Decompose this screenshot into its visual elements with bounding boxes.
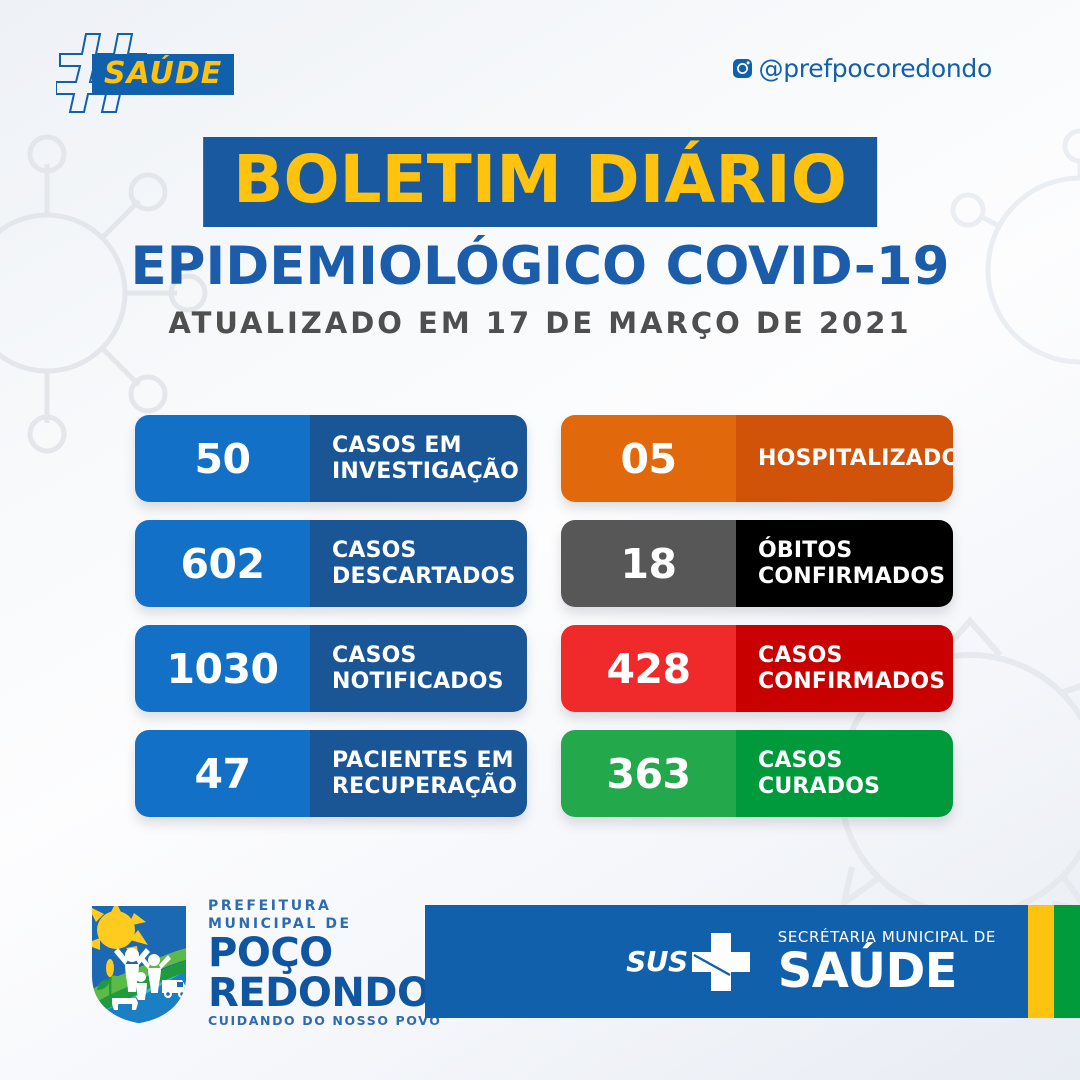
stat-label: HOSPITALIZADOS bbox=[736, 415, 953, 502]
stat-value: 47 bbox=[135, 730, 310, 817]
secretaria-big-label: SAÚDE bbox=[777, 943, 958, 999]
stat-card: 602 CASOS DESCARTADOS bbox=[135, 520, 527, 607]
stat-value: 1030 bbox=[135, 625, 310, 712]
seal-prefeitura-label: PREFEITURA MUNICIPAL DE bbox=[208, 898, 352, 932]
stat-row: 50 CASOS EM INVESTIGAÇÃO 05 HOSPITALIZAD… bbox=[135, 415, 953, 502]
social-handle[interactable]: @prefpocoredondo bbox=[732, 54, 992, 83]
hashtag-logo-label: SAÚDE bbox=[92, 54, 235, 95]
page-title: BOLETIM DIÁRIO bbox=[233, 141, 847, 218]
health-department-bar: SUS SECRÉTARIA MUNICIPAL DE SAÚDE bbox=[425, 905, 1080, 1018]
stat-card: 428 CASOS CONFIRMADOS bbox=[561, 625, 953, 712]
stat-label: ÓBITOS CONFIRMADOS bbox=[736, 520, 953, 607]
stat-card: 1030 CASOS NOTIFICADOS bbox=[135, 625, 527, 712]
stat-value: 50 bbox=[135, 415, 310, 502]
stat-value: 428 bbox=[561, 625, 736, 712]
seal-slogan: CUIDANDO DO NOSSO POVO bbox=[208, 1012, 442, 1028]
stat-card: 50 CASOS EM INVESTIGAÇÃO bbox=[135, 415, 527, 502]
stat-label: CASOS EM INVESTIGAÇÃO bbox=[310, 415, 527, 502]
secretaria-small-label: SECRÉTARIA MUNICIPAL DE bbox=[777, 928, 996, 946]
stat-value: 602 bbox=[135, 520, 310, 607]
stat-card: 18 ÓBITOS CONFIRMADOS bbox=[561, 520, 953, 607]
stat-card: 47 PACIENTES EM RECUPERAÇÃO bbox=[135, 730, 527, 817]
stat-label: PACIENTES EM RECUPERAÇÃO bbox=[310, 730, 527, 817]
stat-value: 05 bbox=[561, 415, 736, 502]
poco-redondo-coat-of-arms-icon bbox=[92, 906, 186, 1024]
health-department-bar-main: SUS SECRÉTARIA MUNICIPAL DE SAÚDE bbox=[425, 905, 1028, 1018]
saude-hashtag-logo: SAÚDE bbox=[56, 32, 235, 114]
stat-card: 363 CASOS CURADOS bbox=[561, 730, 953, 817]
stat-label: CASOS NOTIFICADOS bbox=[310, 625, 527, 712]
sus-cross-icon bbox=[691, 932, 750, 991]
title-band: BOLETIM DIÁRIO bbox=[203, 137, 877, 227]
stat-label: CASOS CONFIRMADOS bbox=[736, 625, 953, 712]
stat-row: 602 CASOS DESCARTADOS 18 ÓBITOS CONFIRMA… bbox=[135, 520, 953, 607]
seal-city-line1: POÇO bbox=[208, 930, 333, 976]
city-seal-text: PREFEITURA MUNICIPAL DE POÇO REDONDO CUI… bbox=[208, 898, 441, 1028]
stat-value: 18 bbox=[561, 520, 736, 607]
stat-label: CASOS CURADOS bbox=[736, 730, 953, 817]
city-seal-block: PREFEITURA MUNICIPAL DE POÇO REDONDO CUI… bbox=[84, 898, 441, 1028]
instagram-icon bbox=[732, 59, 752, 78]
updated-date: ATUALIZADO EM 17 DE MARÇO DE 2021 bbox=[168, 306, 912, 340]
stripe-green bbox=[1054, 905, 1080, 1018]
stripe-yellow bbox=[1028, 905, 1054, 1018]
stat-row: 1030 CASOS NOTIFICADOS 428 CASOS CONFIRM… bbox=[135, 625, 953, 712]
secretaria-block: SECRÉTARIA MUNICIPAL DE SAÚDE bbox=[778, 928, 996, 995]
stat-card: 05 HOSPITALIZADOS bbox=[561, 415, 953, 502]
stat-cards-grid: 50 CASOS EM INVESTIGAÇÃO 05 HOSPITALIZAD… bbox=[135, 415, 953, 835]
social-handle-text: @prefpocoredondo bbox=[758, 54, 993, 83]
stat-value: 363 bbox=[561, 730, 736, 817]
page-subtitle: EPIDEMIOLÓGICO COVID-19 bbox=[130, 236, 950, 297]
stat-row: 47 PACIENTES EM RECUPERAÇÃO 363 CASOS CU… bbox=[135, 730, 953, 817]
seal-city-line2: REDONDO bbox=[208, 969, 431, 1016]
stat-label: CASOS DESCARTADOS bbox=[310, 520, 527, 607]
sus-logo: SUS bbox=[626, 931, 752, 993]
sus-label: SUS bbox=[626, 945, 688, 978]
